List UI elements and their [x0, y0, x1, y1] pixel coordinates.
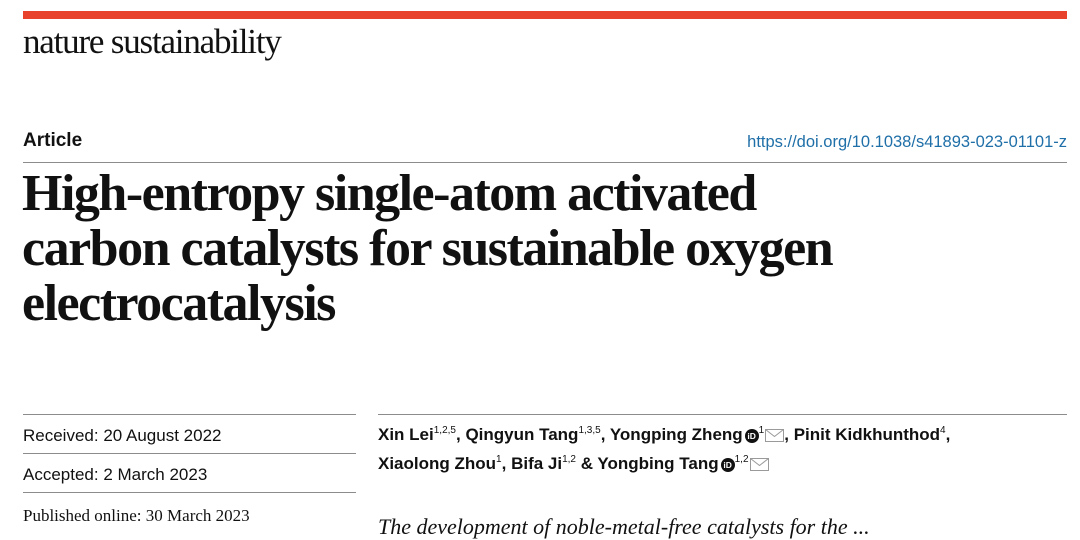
title-line: carbon catalysts for sustainable oxygen [22, 220, 834, 277]
article-title: High-entropy single-atom activated carbon… [22, 166, 1062, 331]
author-affiliation: 1,2 [562, 454, 576, 465]
authors-divider [378, 414, 1067, 415]
doi-link[interactable]: https://doi.org/10.1038/s41893-023-01101… [747, 133, 1067, 151]
author-affiliation: 1,2,5 [433, 425, 456, 436]
accepted-date: Accepted: 2 March 2023 [23, 453, 356, 492]
author-list: Xin Lei1,2,5, Qingyun Tang1,3,5, Yongpin… [378, 421, 1038, 479]
author-name[interactable]: Pinit Kidkhunthod [793, 425, 941, 444]
abstract-text: The development of noble-metal-free cata… [378, 514, 870, 539]
author-affiliation: 1 [496, 454, 502, 465]
article-type-label: Article [23, 130, 83, 151]
journal-name: nature sustainability [23, 22, 282, 61]
title-line: electrocatalysis [22, 275, 336, 332]
header-divider [23, 162, 1067, 163]
envelope-icon[interactable] [765, 423, 785, 450]
author-name[interactable]: Xiaolong Zhou [378, 454, 497, 473]
orcid-icon[interactable]: iD [720, 458, 735, 472]
journal-accent-bar [23, 11, 1067, 19]
author-name[interactable]: Xin Lei [378, 425, 434, 444]
article-dates: Received: 20 August 2022 Accepted: 2 Mar… [23, 414, 356, 531]
published-date: Published online: 30 March 2023 [23, 492, 356, 531]
orcid-icon[interactable]: iD [744, 429, 759, 443]
title-line: High-entropy single-atom activated [22, 165, 757, 222]
author-affiliation: 4 [940, 425, 946, 436]
author-affiliation: 1,3,5 [578, 425, 601, 436]
author-name[interactable]: Qingyun Tang [465, 425, 579, 444]
author-name[interactable]: Bifa Ji [511, 454, 563, 473]
author-affiliation: 1,2 [734, 454, 749, 465]
received-date: Received: 20 August 2022 [23, 414, 356, 453]
author-affiliation: 1 [758, 425, 765, 436]
author-name[interactable]: Yongbing Tang [597, 454, 719, 473]
author-name[interactable]: Yongping Zheng [609, 425, 743, 444]
envelope-icon[interactable] [749, 452, 769, 479]
